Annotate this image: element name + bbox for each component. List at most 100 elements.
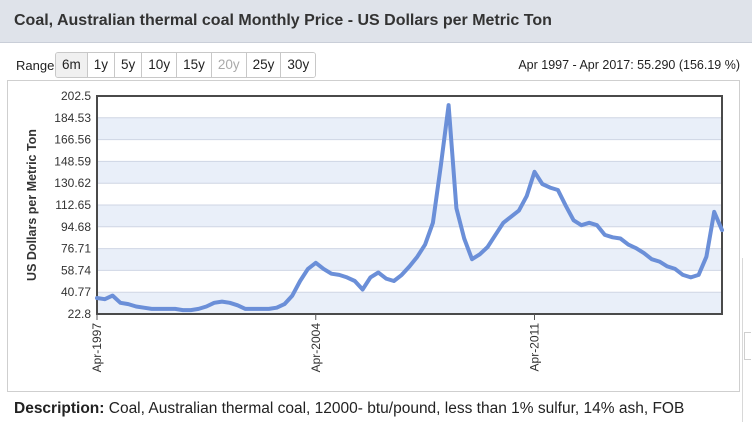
data-point (517, 209, 521, 213)
range-button-6m[interactable]: 6m (56, 53, 87, 77)
data-point (95, 296, 99, 300)
data-point (353, 279, 357, 283)
data-point (595, 223, 599, 227)
data-point (704, 255, 709, 259)
data-point (525, 194, 529, 198)
y-tick-label: 94.68 (61, 220, 91, 234)
data-point (548, 186, 552, 190)
chart-container: 202.5 184.53 166.56 148.59 130.62 112.65 94.68… (7, 80, 740, 392)
y-tick-label: 76.71 (61, 242, 91, 256)
data-point (478, 252, 482, 256)
data-point (454, 206, 458, 210)
description: Description: Coal, Australian thermal co… (14, 400, 684, 418)
data-point (236, 303, 240, 307)
data-point (611, 235, 615, 239)
y-tick-label: 202.5 (61, 89, 91, 103)
range-summary: Apr 1997 - Apr 2017: 55.290 (156.19 %) (518, 58, 740, 72)
data-point (243, 307, 247, 311)
data-point (689, 275, 693, 279)
plot-band (97, 205, 722, 227)
data-point (322, 267, 326, 271)
data-point (361, 287, 365, 292)
data-point (220, 300, 224, 304)
data-point (392, 279, 396, 283)
range-button-30y[interactable]: 30y (280, 53, 316, 77)
data-point (345, 275, 349, 279)
data-point (431, 221, 435, 225)
range-button-25y[interactable]: 25y (245, 53, 281, 77)
page-title: Coal, Australian thermal coal Monthly Pr… (14, 12, 552, 29)
data-point (447, 103, 451, 107)
data-point (306, 267, 310, 271)
data-point (603, 233, 607, 237)
description-label: Description: (14, 400, 105, 417)
data-point (142, 306, 146, 310)
data-point (564, 204, 568, 208)
range-button-15y[interactable]: 15y (176, 53, 211, 77)
data-point (681, 273, 685, 277)
data-point (212, 301, 216, 305)
data-point (400, 273, 404, 277)
data-point (665, 264, 669, 268)
data-point (572, 218, 576, 222)
data-point (642, 251, 646, 255)
data-point (197, 307, 201, 311)
data-point (118, 301, 122, 305)
data-point (290, 294, 294, 298)
data-point (103, 297, 107, 301)
data-point (626, 243, 630, 247)
range-button-10y[interactable]: 10y (141, 53, 177, 77)
title-bar: Coal, Australian thermal coal Monthly Pr… (0, 0, 752, 43)
range-selector: Range 6m 1y 5y 10y 15y 20y 25y 30y Apr 1997 - A… (0, 52, 752, 78)
data-point (228, 301, 232, 305)
data-point (204, 304, 208, 309)
data-point (712, 210, 716, 214)
data-point (181, 308, 185, 312)
data-point (657, 260, 662, 264)
data-point (618, 236, 623, 241)
data-point (111, 294, 115, 298)
data-point (720, 228, 724, 232)
range-button-1y[interactable]: 1y (86, 53, 115, 77)
price-chart: 202.5 184.53 166.56 148.59 130.62 112.65 94.68… (25, 89, 724, 373)
data-point (259, 307, 263, 311)
data-point (556, 188, 560, 192)
range-label: Range (16, 58, 55, 73)
data-point (439, 164, 443, 168)
x-tick-label: Apr-2011 (528, 323, 542, 372)
data-point (532, 170, 537, 174)
range-button-group: 6m 1y 5y 10y 15y 20y 25y 30y (55, 52, 317, 78)
range-button-5y[interactable]: 5y (114, 53, 142, 77)
data-point (650, 257, 654, 261)
plot-band (97, 161, 722, 184)
data-point (189, 308, 193, 312)
data-point (173, 307, 177, 311)
data-point (251, 307, 255, 311)
description-text: Coal, Australian thermal coal, 12000- bt… (108, 400, 685, 417)
data-point (150, 307, 154, 311)
data-point (486, 245, 490, 249)
y-tick-label: 112.65 (55, 198, 91, 212)
y-tick-label: 148.59 (54, 154, 91, 168)
data-point (298, 279, 302, 283)
data-point (673, 267, 677, 271)
y-tick-label: 130.62 (54, 176, 91, 190)
data-point (337, 273, 341, 277)
plot-band (97, 117, 722, 140)
data-point (540, 182, 544, 186)
data-point (282, 302, 287, 306)
data-point (275, 306, 279, 310)
data-point (462, 236, 466, 241)
x-tick-label: Apr-1997 (90, 323, 104, 373)
data-point (697, 273, 701, 277)
data-point (165, 307, 169, 311)
data-point (134, 304, 138, 309)
y-tick-label: 184.53 (54, 111, 91, 125)
range-button-20y[interactable]: 20y (210, 53, 246, 77)
data-point (329, 272, 333, 276)
data-point (415, 255, 419, 259)
data-point (501, 221, 505, 225)
plot-band (97, 248, 722, 271)
data-point (587, 221, 591, 225)
data-point (157, 307, 162, 311)
